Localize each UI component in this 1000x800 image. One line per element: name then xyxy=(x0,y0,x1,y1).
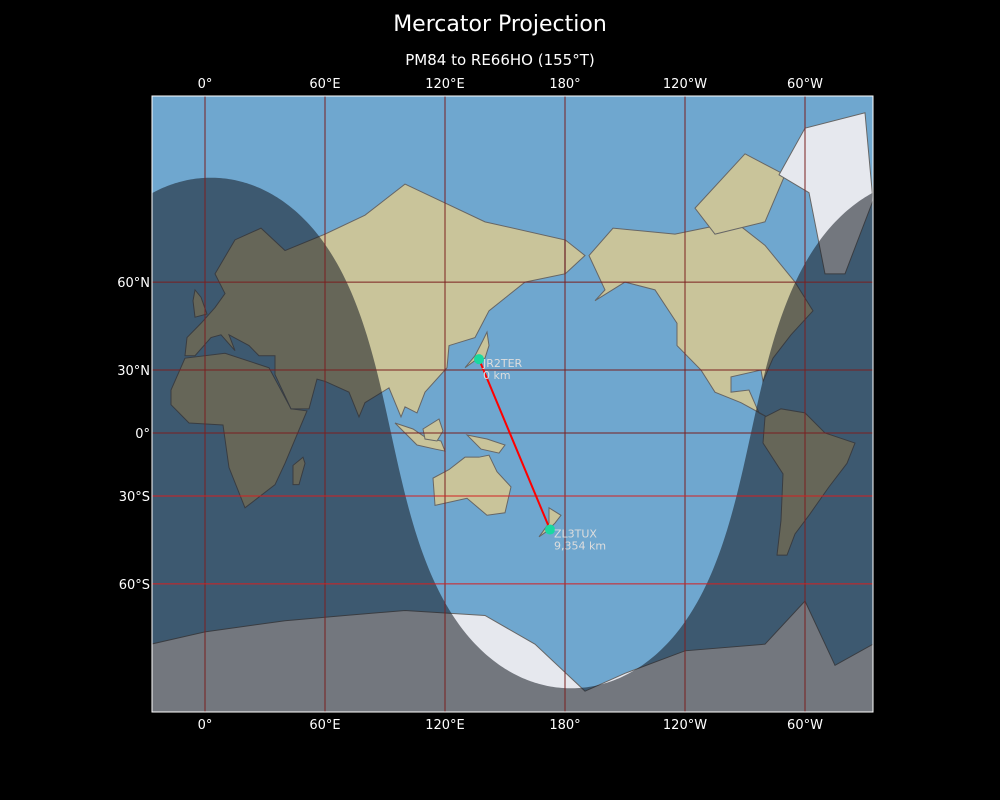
axis-ticks: 0° 0° 60°E 60°E 120°E 120°E 180° 180° 120°W 120°W… xyxy=(117,77,823,733)
lon-tick-top: 60°E xyxy=(309,77,340,92)
land-indonesia xyxy=(394,422,446,452)
lon-tick-top: 60°W xyxy=(787,77,823,92)
station-distance: 9,354 km xyxy=(554,540,606,553)
lat-tick: 30°S xyxy=(119,490,150,505)
lon-tick-top: 120°E xyxy=(425,77,465,92)
lon-tick-bottom: 120°E xyxy=(425,718,465,733)
map-subtitle: PM84 to RE66HO (155°T) xyxy=(405,51,595,69)
lat-tick: 60°N xyxy=(117,276,150,291)
lon-tick-bottom: 60°W xyxy=(787,718,823,733)
land-namerica xyxy=(588,221,814,418)
lon-tick-top: 0° xyxy=(198,77,213,92)
station-marker xyxy=(474,354,484,365)
lat-tick: 0° xyxy=(135,427,150,442)
lat-tick: 60°S xyxy=(119,578,150,593)
lon-tick-top: 120°W xyxy=(663,77,707,92)
map-frame xyxy=(151,95,874,713)
station-distance: 0 km xyxy=(483,369,511,382)
station-callsign: ZL3TUX xyxy=(554,528,597,541)
great-circle-path xyxy=(478,358,551,530)
lat-tick: 30°N xyxy=(117,364,150,379)
land-australia xyxy=(432,454,512,516)
figure-title: Mercator Projection xyxy=(393,12,607,37)
station-callsign: JR2TER xyxy=(482,357,523,370)
station-marker xyxy=(545,524,555,535)
graticule xyxy=(152,96,873,712)
night-shading xyxy=(152,177,873,712)
land-borneo xyxy=(422,418,444,442)
lon-tick-bottom: 180° xyxy=(549,718,580,733)
land-arctic xyxy=(694,153,786,235)
lon-tick-bottom: 0° xyxy=(198,718,213,733)
land-png xyxy=(465,434,506,454)
lon-tick-top: 180° xyxy=(549,77,580,92)
lon-tick-bottom: 60°E xyxy=(309,718,340,733)
lon-tick-bottom: 120°W xyxy=(663,718,707,733)
